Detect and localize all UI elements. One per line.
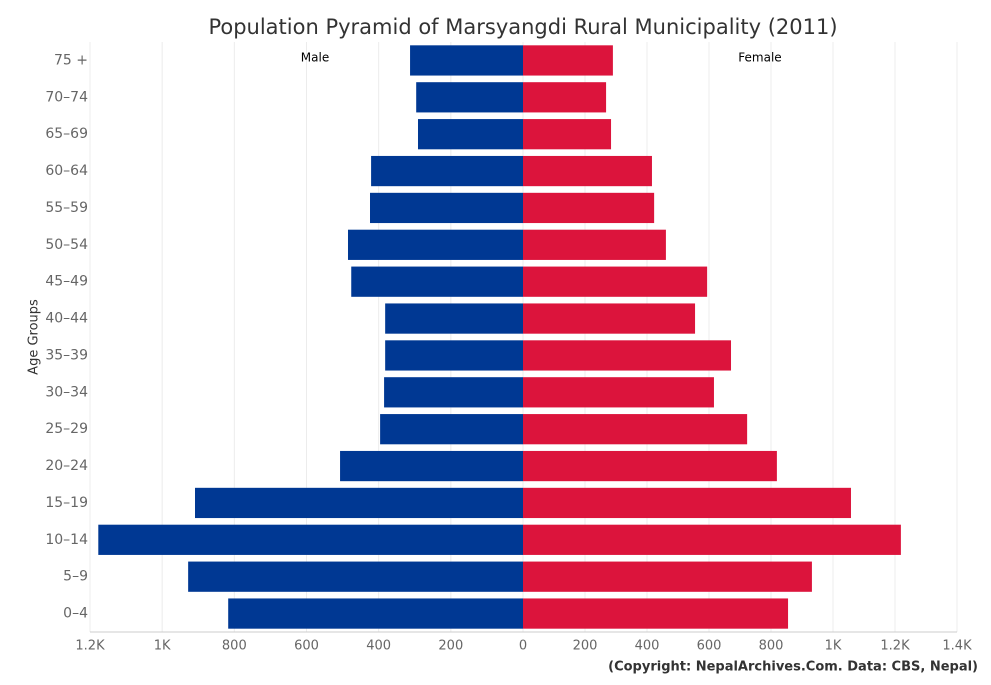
x-tick-label: 1.4K bbox=[942, 639, 972, 654]
bar bbox=[416, 82, 523, 113]
y-tick-label: 55–59 bbox=[45, 200, 88, 216]
bar bbox=[523, 45, 613, 76]
bar bbox=[523, 266, 708, 297]
bar bbox=[417, 119, 523, 150]
bar bbox=[523, 340, 732, 371]
x-tick-label: 400 bbox=[366, 639, 391, 654]
x-tick-label: 400 bbox=[635, 639, 660, 654]
y-axis-title: Age Groups bbox=[27, 299, 42, 375]
bar bbox=[523, 192, 655, 224]
bar bbox=[523, 229, 666, 260]
bar bbox=[410, 45, 523, 76]
bar bbox=[523, 119, 612, 150]
x-tick-label: 200 bbox=[438, 639, 463, 654]
bar bbox=[195, 487, 523, 519]
bar bbox=[523, 561, 812, 592]
bar bbox=[523, 450, 777, 482]
bar bbox=[351, 266, 523, 297]
legend-label: Female bbox=[738, 51, 781, 65]
y-tick-label: 5–9 bbox=[63, 569, 88, 585]
bar bbox=[523, 82, 607, 113]
y-tick-label: 20–24 bbox=[45, 458, 88, 474]
bar bbox=[523, 377, 714, 408]
bar bbox=[523, 524, 901, 555]
x-tick-label: 1K bbox=[154, 639, 171, 654]
bar bbox=[523, 414, 748, 445]
y-tick-label: 40–44 bbox=[45, 311, 88, 327]
x-tick-label: 0 bbox=[519, 639, 527, 654]
y-tick-label: 25–29 bbox=[45, 421, 88, 437]
bar bbox=[380, 414, 523, 445]
x-tick-label: 200 bbox=[573, 639, 598, 654]
bar bbox=[523, 155, 652, 187]
bar bbox=[384, 377, 523, 408]
bar bbox=[523, 487, 851, 519]
bar bbox=[347, 229, 523, 260]
chart-title: Population Pyramid of Marsyangdi Rural M… bbox=[208, 15, 837, 39]
y-tick-label: 75 + bbox=[54, 52, 88, 68]
y-tick-label: 70–74 bbox=[45, 89, 88, 105]
bar bbox=[98, 524, 523, 555]
y-tick-label: 65–69 bbox=[45, 126, 88, 142]
bar bbox=[385, 303, 523, 334]
x-tick-label: 800 bbox=[222, 639, 247, 654]
y-tick-label: 50–54 bbox=[45, 237, 88, 253]
x-tick-label: 600 bbox=[697, 639, 722, 654]
x-tick-label: 1.2K bbox=[880, 639, 910, 654]
x-tick-label: 1.2K bbox=[75, 639, 105, 654]
y-tick-label: 10–14 bbox=[45, 532, 88, 548]
bar bbox=[523, 598, 789, 629]
bar bbox=[228, 598, 524, 629]
y-tick-label: 60–64 bbox=[45, 163, 88, 179]
x-tick-label: 600 bbox=[294, 639, 319, 654]
y-tick-label: 30–34 bbox=[45, 384, 88, 400]
bar bbox=[340, 450, 523, 482]
y-tick-label: 35–39 bbox=[45, 347, 88, 363]
x-tick-label: 1K bbox=[825, 639, 842, 654]
bar bbox=[370, 192, 523, 224]
bar bbox=[188, 561, 523, 592]
bar bbox=[371, 155, 523, 187]
y-tick-label: 45–49 bbox=[45, 274, 88, 290]
x-tick-label: 800 bbox=[759, 639, 784, 654]
y-tick-label: 15–19 bbox=[45, 495, 88, 511]
y-tick-label: 0–4 bbox=[63, 606, 88, 622]
legend-label: Male bbox=[301, 51, 329, 65]
bar bbox=[523, 303, 696, 334]
bar bbox=[385, 340, 523, 371]
credit: (Copyright: NepalArchives.Com. Data: CBS… bbox=[608, 660, 978, 675]
